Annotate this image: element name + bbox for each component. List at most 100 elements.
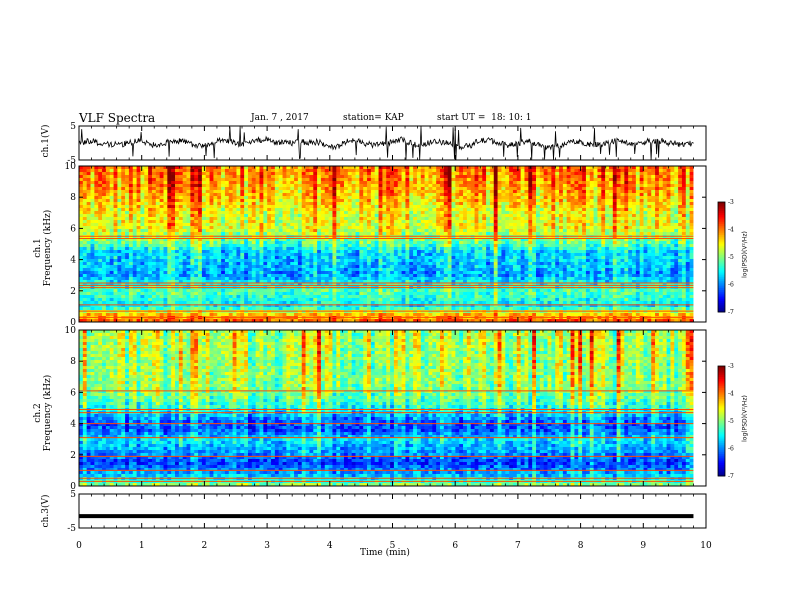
spectrogram-cell: [570, 223, 575, 227]
spectrogram-cell: [213, 199, 218, 203]
spectrogram-cell: [82, 241, 87, 245]
spectrogram-cell: [213, 208, 218, 212]
spectrogram-cell: [355, 181, 360, 185]
spectrogram-cell: [482, 238, 487, 242]
spectrogram-cell: [559, 220, 564, 224]
spectrogram-cell: [86, 181, 91, 185]
spectrogram-cell: [409, 226, 414, 230]
spectrogram-cell: [585, 232, 591, 236]
spectrogram-cell: [236, 184, 241, 188]
spectrogram-cell: [336, 250, 341, 254]
spectrogram-cell: [297, 220, 303, 224]
spectrogram-cell: [175, 223, 180, 227]
spectrogram-cell: [543, 256, 548, 260]
spectrogram-cell: [355, 244, 360, 248]
spectrogram-cell: [263, 214, 268, 218]
spectrogram-cell: [486, 247, 491, 251]
spectrogram-cell: [240, 205, 245, 209]
spectrogram-cell: [217, 220, 222, 224]
spectrogram-cell: [559, 238, 564, 242]
spectrogram-cell: [347, 172, 352, 176]
spectrogram-cell: [574, 211, 579, 215]
spectrogram-cell: [582, 250, 587, 254]
spectrogram-cell: [217, 250, 222, 254]
spectrogram-cell: [367, 190, 372, 194]
spectrogram-cell: [543, 178, 548, 182]
spectrogram-cell: [198, 244, 203, 248]
spectrogram-cell: [489, 199, 495, 203]
spectrogram-cell: [351, 238, 356, 242]
spectrogram-cell: [509, 226, 514, 230]
spectrogram-cell: [167, 214, 172, 218]
spectrogram-cell: [240, 220, 245, 224]
spectrogram-cell: [251, 172, 256, 176]
spectrogram-cell: [132, 256, 137, 260]
spectrogram-cell: [209, 232, 214, 236]
spectrogram-cell: [489, 169, 495, 173]
spectrogram-cell: [255, 199, 260, 203]
spectrogram-cell: [555, 226, 560, 230]
spectrogram-cell: [597, 205, 602, 209]
spectrogram-cell: [393, 232, 399, 236]
spectrogram-cell: [209, 250, 214, 254]
spectrogram-cell: [90, 202, 95, 206]
spectrogram-cell: [416, 232, 422, 236]
spectrogram-cell: [144, 178, 149, 182]
spectrogram-cell: [278, 211, 283, 215]
spectrogram-cell: [247, 184, 253, 188]
spectrogram-cell: [624, 202, 629, 206]
spectrogram-cell: [501, 184, 506, 188]
spectrogram-cell: [109, 244, 114, 248]
spectrogram-cell: [136, 223, 141, 227]
spectrogram-cell: [520, 208, 525, 212]
spectrogram-cell: [94, 244, 99, 248]
spectrogram-cell: [175, 229, 180, 233]
spectrogram-cell: [616, 253, 621, 257]
spectrogram-cell: [171, 238, 176, 242]
spectrogram-cell: [79, 253, 84, 257]
spectrogram-cell: [578, 226, 583, 230]
spectrogram-cell: [447, 202, 452, 206]
spectrogram-cell: [547, 238, 552, 242]
spectrogram-cell: [451, 247, 456, 251]
spectrogram-cell: [332, 169, 337, 173]
spectrogram-cell: [390, 181, 395, 185]
spectrogram-cell: [121, 205, 126, 209]
spectrogram-cell: [271, 223, 276, 227]
spectrogram-cell: [551, 256, 556, 260]
spectrogram-cell: [689, 226, 694, 230]
spectrogram-cell: [86, 175, 91, 179]
spectrogram-cell: [662, 178, 667, 182]
spectrogram-cell: [332, 205, 337, 209]
spectrogram-cell: [416, 181, 422, 185]
spectrogram-cell: [474, 214, 479, 218]
spectrogram-cell: [105, 169, 111, 173]
spectrogram-cell: [347, 223, 352, 227]
spectrogram-cell: [236, 232, 241, 236]
spectrogram-cell: [282, 226, 287, 230]
spectrogram-cell: [605, 217, 610, 221]
spectrogram-cell: [443, 166, 448, 170]
spectrogram-cell: [259, 247, 264, 251]
spectrogram-cell: [128, 172, 134, 176]
spectrogram-cell: [359, 193, 364, 197]
spectrogram-cell: [543, 241, 548, 245]
spectrogram-cell: [336, 187, 341, 191]
spectrogram-cell: [524, 181, 529, 185]
spectrogram-cell: [317, 217, 322, 221]
spectrogram-cell: [589, 172, 594, 176]
spectrogram-cell: [551, 244, 556, 248]
spectrogram-cell: [493, 247, 498, 251]
spectrogram-cell: [681, 214, 687, 218]
spectrogram-cell: [259, 250, 264, 254]
spectrogram-cell: [125, 184, 130, 188]
spectrogram-cell: [685, 217, 690, 221]
spectrogram-cell: [447, 178, 452, 182]
spectrogram-cell: [297, 196, 303, 200]
spectrogram-cell: [447, 175, 452, 179]
spectrogram-cell: [347, 187, 352, 191]
spectrogram-cell: [263, 208, 268, 212]
spectrogram-cell: [566, 199, 571, 203]
spectrogram-cell: [224, 190, 230, 194]
spectrogram-cell: [420, 244, 425, 248]
